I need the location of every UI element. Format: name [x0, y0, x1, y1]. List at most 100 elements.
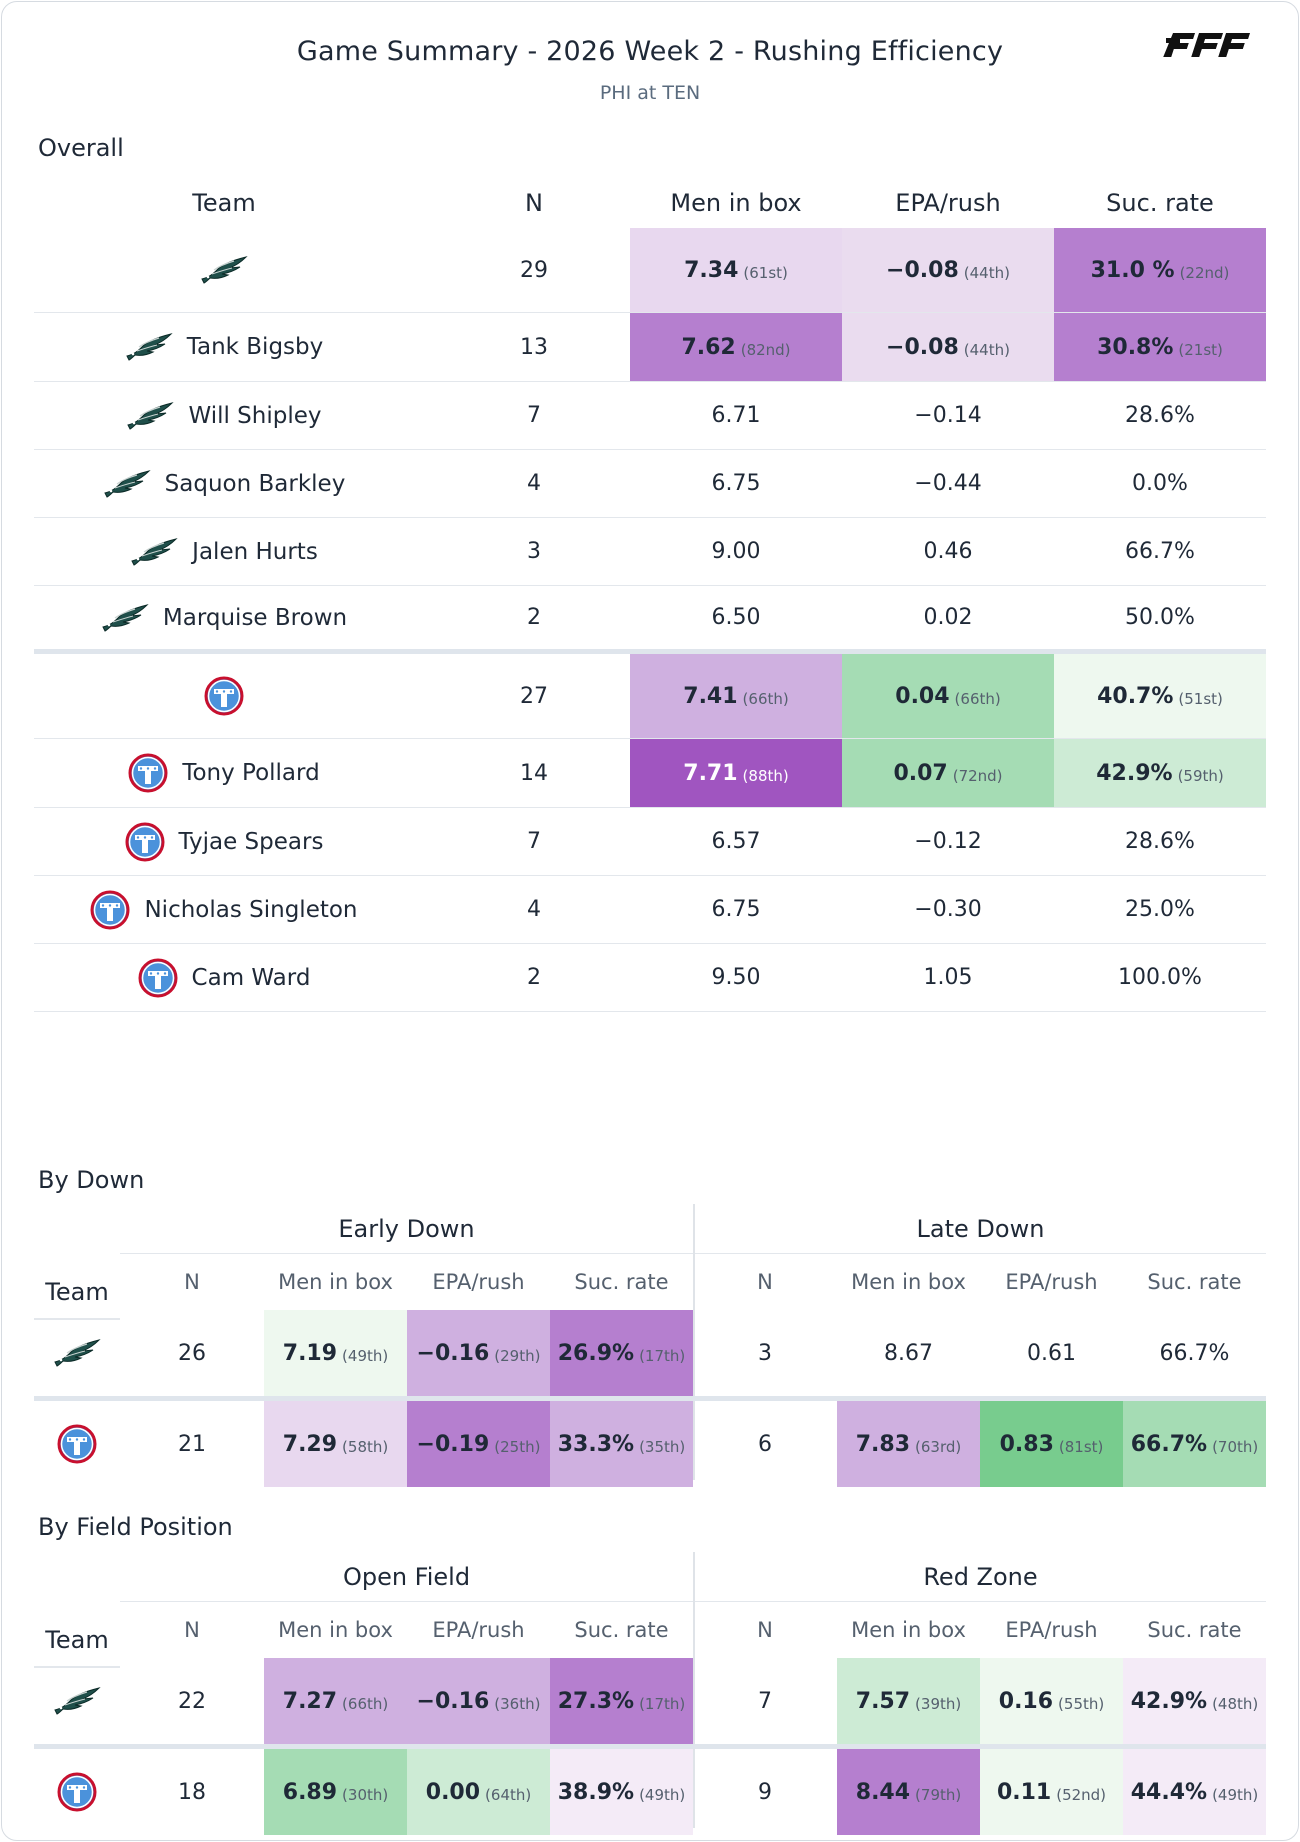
sub-col-header: EPA/rush	[432, 1270, 525, 1294]
men-in-box-cell-value: 7.62	[681, 334, 736, 360]
n1-cell: 21	[120, 1401, 264, 1487]
epa-rush-cell-rank: (72nd)	[952, 766, 1003, 785]
men-in-box-cell: 9.50	[630, 944, 842, 1011]
suc-rate-cell: 30.8% (21st)	[1054, 313, 1266, 381]
s1-rank: (35th)	[639, 1437, 686, 1456]
player-name: Tony Pollard	[182, 760, 320, 786]
group-divider	[693, 1552, 695, 1828]
group-header-2: Late Down	[695, 1204, 1266, 1254]
n-cell: 2	[527, 605, 541, 630]
m2-rank: (63rd)	[915, 1437, 962, 1456]
epa-rush-cell: 0.02	[842, 586, 1054, 649]
player-name: Saquon Barkley	[164, 470, 346, 497]
suc-rate-cell-rank: (21st)	[1178, 340, 1223, 359]
m1-rank: (49th)	[342, 1346, 389, 1365]
eagles-logo-icon	[201, 256, 248, 284]
team-cell: Tyjae Spears	[34, 808, 414, 875]
s1-cell: 27.3% (17th)	[550, 1658, 693, 1744]
s1-value: 26.9%	[557, 1340, 635, 1366]
epa-rush-cell: 0.46	[842, 518, 1054, 585]
eagles-logo-icon	[103, 469, 151, 498]
n2-cell: 9	[693, 1749, 837, 1835]
page-title: Game Summary - 2026 Week 2 - Rushing Eff…	[296, 36, 1004, 67]
player: Marquise Brown	[101, 603, 347, 633]
suc-rate-cell: 0.0%	[1054, 450, 1266, 517]
men-in-box-cell: 6.75	[630, 876, 842, 943]
suc-rate-cell-value: 0.0%	[1132, 471, 1188, 496]
titans-logo-icon	[90, 890, 130, 929]
team-cell: Tank Bigsby	[34, 313, 414, 381]
s2-cell: 44.4% (49th)	[1123, 1749, 1266, 1835]
n2-cell: 7	[693, 1658, 837, 1744]
men-in-box-cell-value: 7.34	[684, 257, 739, 283]
player-name: Tyjae Spears	[178, 828, 324, 855]
s2-rank: (49th)	[1212, 1785, 1259, 1804]
overall-row: Tank Bigsby 13 7.62 (82nd) −0.08 (44th) 30.8%(…	[34, 313, 1266, 382]
player	[200, 255, 248, 285]
player: Tank Bigsby	[125, 332, 324, 362]
epa-rush-cell: −0.44	[842, 450, 1054, 517]
overall-row: Nicholas Singleton 4 6.75 −0.30 25.0%	[34, 876, 1266, 944]
sub-col-header: Suc. rate	[1147, 1270, 1242, 1294]
m1-value: 7.19	[282, 1340, 338, 1366]
s1-cell: 33.3% (35th)	[550, 1401, 693, 1487]
epa-rush-cell-value: 0.07	[893, 760, 948, 786]
men-in-box-cell-value: 7.41	[683, 683, 738, 709]
m1-rank: (66th)	[342, 1694, 389, 1713]
epa-rush-cell: 0.07 (72nd)	[842, 739, 1054, 807]
n-cell: 7	[527, 829, 541, 854]
m2-cell: 7.83 (63rd)	[837, 1401, 980, 1487]
sub-row: 26 7.19 (49th) −0.16 (29th) 26.9% (17th) 3 8.67 0…	[34, 1310, 1266, 1401]
player-name: Will Shipley	[188, 402, 322, 429]
e2-cell: 0.61	[980, 1310, 1123, 1396]
men-in-box-cell: 7.34 (61st)	[630, 228, 842, 312]
player: Tony Pollard	[128, 753, 320, 793]
suc-rate-cell: 31.0 % (22nd)	[1054, 228, 1266, 312]
player: Will Shipley	[126, 401, 322, 431]
men-in-box-cell-value: 9.50	[711, 965, 761, 990]
eagles-logo-icon	[102, 603, 149, 632]
e2-rank: (52nd)	[1056, 1785, 1107, 1804]
epa-rush-cell-rank: (44th)	[963, 340, 1010, 359]
col-header-team: Team	[192, 189, 256, 217]
team-cell	[34, 1310, 120, 1396]
sub-col-header: Men in box	[851, 1618, 966, 1642]
men-in-box-cell: 6.71	[630, 382, 842, 449]
suc-rate-cell-rank: (59th)	[1177, 766, 1224, 785]
n-cell: 3	[527, 539, 541, 564]
n2-cell: 6	[693, 1401, 837, 1487]
m2-value: 8.44	[855, 1779, 911, 1805]
sub-col-header: Men in box	[278, 1270, 393, 1294]
epa-rush-cell: −0.12	[842, 808, 1054, 875]
n2-value: 9	[758, 1779, 772, 1805]
suc-rate-cell-value: 42.9%	[1096, 760, 1173, 786]
n1-cell: 26	[120, 1310, 264, 1396]
col-header-epa-rush: EPA/rush	[895, 189, 1001, 217]
eagles-logo-icon	[131, 537, 178, 566]
men-in-box-cell-value: 6.50	[711, 605, 761, 630]
m1-value: 6.89	[282, 1779, 338, 1805]
s1-value: 38.9%	[557, 1779, 635, 1805]
men-in-box-cell-rank: (61st)	[743, 263, 788, 282]
s1-rank: (17th)	[639, 1346, 686, 1365]
s2-value: 42.9%	[1130, 1688, 1208, 1714]
m2-rank: (39th)	[915, 1694, 962, 1713]
sub-col-header: EPA/rush	[1005, 1270, 1098, 1294]
s2-rank: (70th)	[1212, 1437, 1259, 1456]
s2-value: 44.4%	[1130, 1779, 1208, 1805]
by-down-table: Early Down Late Down Team N Men in box EPA/ru…	[34, 1204, 1266, 1487]
s1-rank: (49th)	[639, 1785, 686, 1804]
n1-cell: 22	[120, 1658, 264, 1744]
suc-rate-cell: 28.6%	[1054, 382, 1266, 449]
n2-value: 3	[758, 1340, 772, 1366]
page-subtitle: PHI at TEN	[599, 82, 701, 104]
m1-value: 7.29	[282, 1431, 338, 1457]
suc-rate-cell-value: 30.8%	[1097, 334, 1174, 360]
player-name: Tank Bigsby	[186, 334, 324, 360]
epa-rush-cell-value: −0.08	[886, 257, 959, 283]
suc-rate-cell: 66.7%	[1054, 518, 1266, 585]
epa-rush-cell-rank: (44th)	[963, 263, 1010, 282]
player: Jalen Hurts	[130, 537, 318, 567]
section-title-by-down: By Down	[38, 1166, 145, 1194]
suc-rate-cell: 28.6%	[1054, 808, 1266, 875]
